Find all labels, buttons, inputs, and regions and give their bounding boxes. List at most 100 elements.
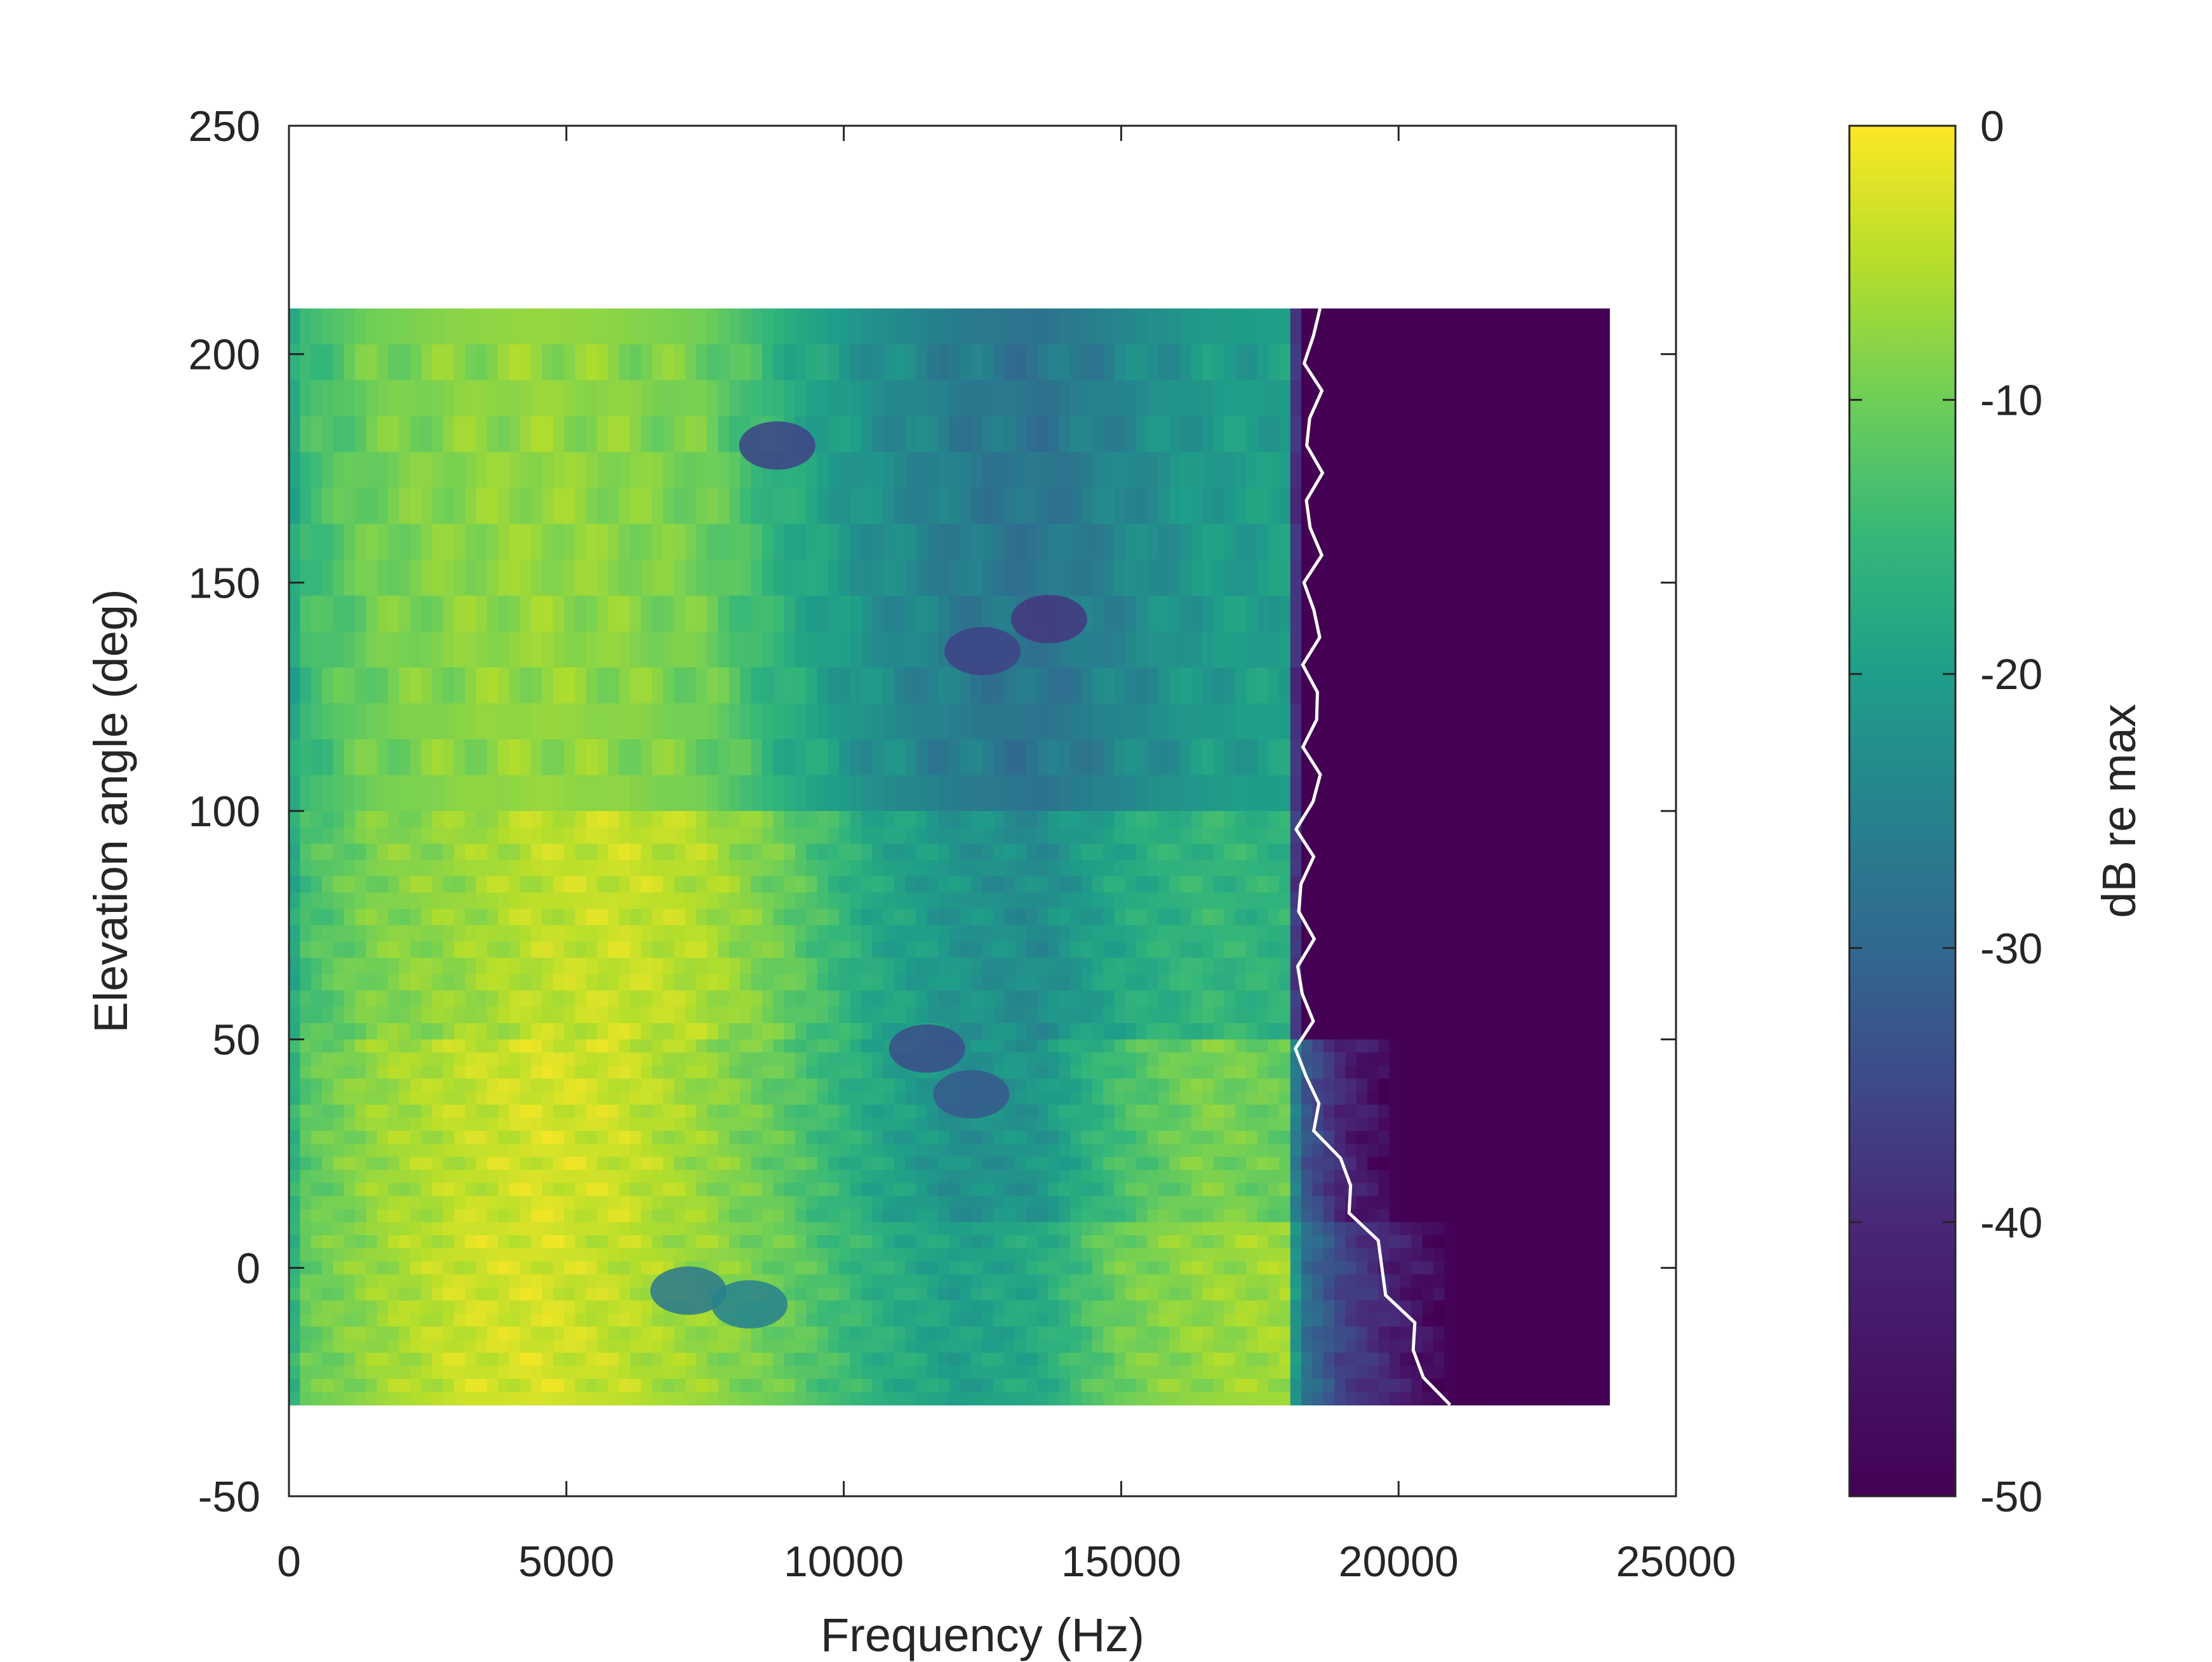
heatmap-cell	[1367, 380, 1379, 417]
heatmap-cell	[1411, 811, 1423, 828]
heatmap-cell	[1389, 941, 1401, 958]
heatmap-cell	[751, 941, 763, 958]
heatmap-cell	[509, 1091, 521, 1106]
heatmap-cell	[773, 876, 785, 894]
heatmap-cell	[1422, 1091, 1434, 1106]
heatmap-cell	[1532, 1196, 1544, 1210]
heatmap-cell	[971, 925, 983, 942]
heatmap-cell	[1565, 1065, 1577, 1080]
heatmap-cell	[718, 703, 730, 740]
heatmap-cell	[322, 1196, 334, 1210]
heatmap-cell	[817, 1007, 829, 1024]
heatmap-cell	[519, 1104, 532, 1118]
heatmap-cell	[355, 344, 367, 381]
heatmap-cell	[542, 344, 554, 381]
heatmap-cell	[1147, 860, 1159, 877]
heatmap-cell	[1136, 1052, 1148, 1066]
heatmap-cell	[1180, 909, 1192, 926]
heatmap-cell	[608, 1023, 620, 1040]
heatmap-cell	[1532, 909, 1544, 926]
heatmap-cell	[850, 909, 862, 926]
heatmap-cell	[531, 1170, 543, 1184]
heatmap-cell	[1510, 775, 1522, 812]
heatmap-cell	[938, 488, 950, 525]
heatmap-cell	[443, 416, 455, 453]
heatmap-cell	[443, 595, 455, 633]
heatmap-cell	[531, 1091, 543, 1106]
heatmap-cell	[916, 1091, 928, 1106]
heatmap-cell	[399, 925, 411, 942]
heatmap-cell	[674, 1118, 686, 1132]
heatmap-cell	[1081, 876, 1093, 894]
heatmap-cell	[1345, 1078, 1357, 1092]
heatmap-cell	[652, 1130, 664, 1144]
heatmap-cell	[1521, 876, 1533, 894]
heatmap-cell	[586, 941, 598, 958]
heatmap-cell	[663, 892, 675, 909]
heatmap-cell	[784, 595, 796, 633]
heatmap-cell	[432, 631, 444, 668]
heatmap-cell	[1070, 667, 1082, 704]
heatmap-cell	[453, 416, 466, 453]
heatmap-cell	[762, 827, 774, 845]
heatmap-cell	[465, 703, 477, 740]
heatmap-cell	[1070, 488, 1082, 525]
heatmap-cell	[322, 909, 334, 926]
heatmap-cell	[1224, 1091, 1236, 1106]
heatmap-cell	[1169, 990, 1181, 1008]
heatmap-cell	[927, 1170, 939, 1184]
heatmap-cell	[289, 560, 301, 596]
heatmap-cell	[1433, 631, 1445, 668]
heatmap-cell	[564, 560, 576, 596]
heatmap-cell	[630, 843, 642, 861]
heatmap-cell	[1378, 523, 1390, 561]
heatmap-cell	[1147, 1023, 1159, 1040]
heatmap-cell	[377, 892, 389, 909]
heatmap-cell	[839, 488, 851, 525]
heatmap-cell	[1081, 827, 1093, 845]
heatmap-cell	[652, 990, 664, 1008]
heatmap-cell	[1290, 1091, 1302, 1106]
heatmap-cell	[1345, 925, 1357, 942]
heatmap-cell	[575, 1196, 587, 1210]
heatmap-cell	[1246, 344, 1258, 381]
heatmap-cell	[311, 560, 323, 596]
heatmap-cell	[1037, 1170, 1049, 1184]
heatmap-cell	[366, 876, 378, 894]
heatmap-cell	[519, 974, 532, 991]
heatmap-cell	[641, 380, 653, 417]
heatmap-cell	[1147, 1144, 1159, 1158]
heatmap-cell	[387, 1156, 399, 1170]
heatmap-cell	[718, 990, 730, 1008]
heatmap-cell	[817, 560, 829, 596]
heatmap-cell	[1037, 1023, 1049, 1040]
heatmap-cell	[1389, 1104, 1401, 1118]
heatmap-cell	[289, 1183, 301, 1197]
heatmap-cell	[1455, 1023, 1467, 1040]
heatmap-cell	[1257, 941, 1269, 958]
heatmap-cell	[817, 909, 829, 926]
heatmap-cell	[1268, 827, 1280, 845]
heatmap-cell	[420, 775, 432, 812]
heatmap-cell	[685, 1118, 697, 1132]
heatmap-cell	[927, 958, 939, 975]
heatmap-cell	[685, 843, 697, 861]
heatmap-cell	[432, 1023, 444, 1040]
heatmap-cell	[519, 452, 532, 489]
heatmap-cell	[476, 452, 488, 489]
heatmap-cell	[1422, 416, 1434, 453]
heatmap-cell	[465, 667, 477, 704]
heatmap-cell	[564, 1130, 576, 1144]
heatmap-cell	[740, 1104, 752, 1118]
heatmap-cell	[476, 892, 488, 909]
heatmap-cell	[1521, 739, 1533, 776]
heatmap-cell	[1158, 909, 1170, 926]
heatmap-cell	[1268, 1104, 1280, 1118]
heatmap-cell	[1510, 892, 1522, 909]
heatmap-cell	[630, 941, 642, 958]
heatmap-cell	[509, 1104, 521, 1118]
heatmap-cell	[1488, 452, 1500, 489]
heatmap-cell	[1422, 488, 1434, 525]
heatmap-cell	[1378, 1039, 1390, 1054]
heatmap-cell	[1576, 344, 1588, 381]
